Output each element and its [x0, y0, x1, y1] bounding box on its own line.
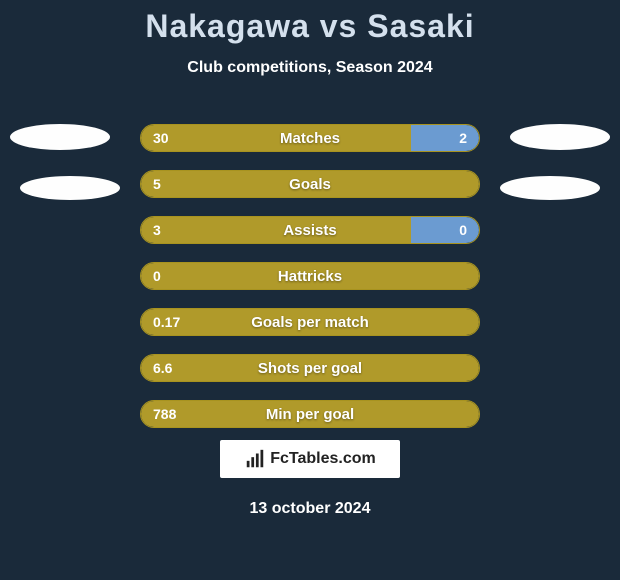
player-avatar-right-2 [500, 176, 600, 200]
stat-row: 5Goals [140, 170, 480, 198]
stat-label: Matches [141, 125, 479, 151]
stat-row: 0Hattricks [140, 262, 480, 290]
footer-date: 13 october 2024 [0, 500, 620, 518]
stat-label: Hattricks [141, 263, 479, 289]
player-avatar-left-2 [20, 176, 120, 200]
chart-icon [244, 448, 266, 470]
brand-text: FcTables.com [270, 450, 376, 468]
stat-row: 0.17Goals per match [140, 308, 480, 336]
stat-row: 788Min per goal [140, 400, 480, 428]
stat-label: Min per goal [141, 401, 479, 427]
stat-label: Goals [141, 171, 479, 197]
player-avatar-right-1 [510, 124, 610, 150]
stat-label: Assists [141, 217, 479, 243]
stat-row: 6.6Shots per goal [140, 354, 480, 382]
page-title: Nakagawa vs Sasaki [0, 0, 620, 45]
player-avatar-left-1 [10, 124, 110, 150]
stat-row: 302Matches [140, 124, 480, 152]
stat-label: Goals per match [141, 309, 479, 335]
comparison-rows: 302Matches 5Goals 30Assists 0Hattricks 0.17G… [140, 124, 480, 446]
stat-row: 30Assists [140, 216, 480, 244]
brand-badge: FcTables.com [220, 440, 400, 478]
page-subtitle: Club competitions, Season 2024 [0, 59, 620, 77]
stat-label: Shots per goal [141, 355, 479, 381]
